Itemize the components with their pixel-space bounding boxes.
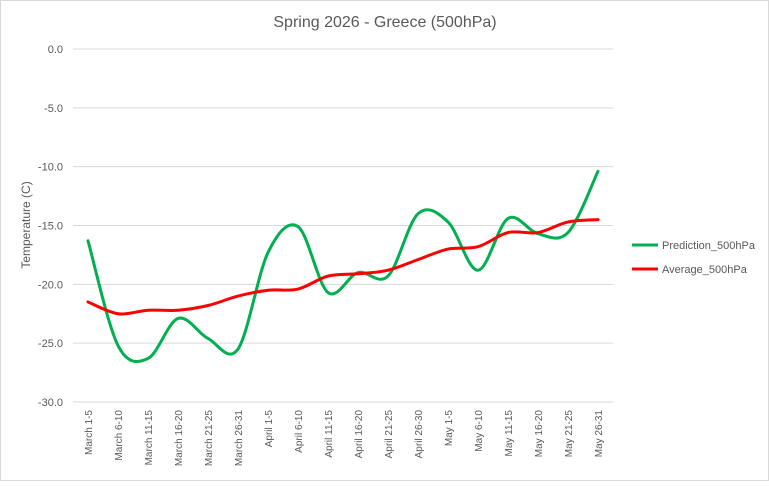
- x-tick-label: May 26-31: [594, 410, 605, 458]
- x-tick-label: April 1-5: [264, 410, 275, 448]
- x-tick-label: May 11-15: [504, 410, 515, 457]
- x-tick-label: May 16-20: [534, 410, 545, 458]
- x-tick-label: March 6-10: [114, 410, 125, 461]
- x-tick-label: April 21-25: [384, 410, 395, 459]
- x-tick-label: March 21-25: [204, 410, 215, 467]
- chart-title: Spring 2026 - Greece (500hPa): [273, 14, 496, 31]
- y-tick-label: -10.0: [38, 162, 63, 174]
- x-tick-label: April 16-20: [354, 410, 365, 459]
- x-tick-label: March 16-20: [174, 410, 185, 467]
- y-tick-label: -20.0: [38, 279, 63, 291]
- x-tick-label: March 26-31: [234, 410, 245, 467]
- y-tick-label: 0.0: [48, 44, 63, 56]
- y-tick-label: -5.0: [44, 103, 63, 115]
- x-tick-label: May 21-25: [564, 410, 575, 458]
- legend-label: Average_500hPa: [662, 264, 748, 276]
- y-tick-label: -30.0: [38, 397, 63, 409]
- x-tick-label: May 1-5: [444, 410, 455, 447]
- x-tick-label: April 6-10: [294, 410, 305, 453]
- x-tick-label: May 6-10: [474, 410, 485, 452]
- legend-label: Prediction_500hPa: [662, 240, 756, 252]
- y-tick-label: -25.0: [38, 338, 63, 350]
- y-axis-label: Temperature (C): [19, 181, 33, 268]
- x-tick-label: March 1-5: [84, 410, 95, 455]
- y-tick-label: -15.0: [38, 221, 63, 233]
- x-tick-label: March 11-15: [144, 410, 155, 466]
- x-tick-label: April 26-30: [414, 410, 425, 459]
- x-tick-label: April 11-15: [324, 410, 335, 458]
